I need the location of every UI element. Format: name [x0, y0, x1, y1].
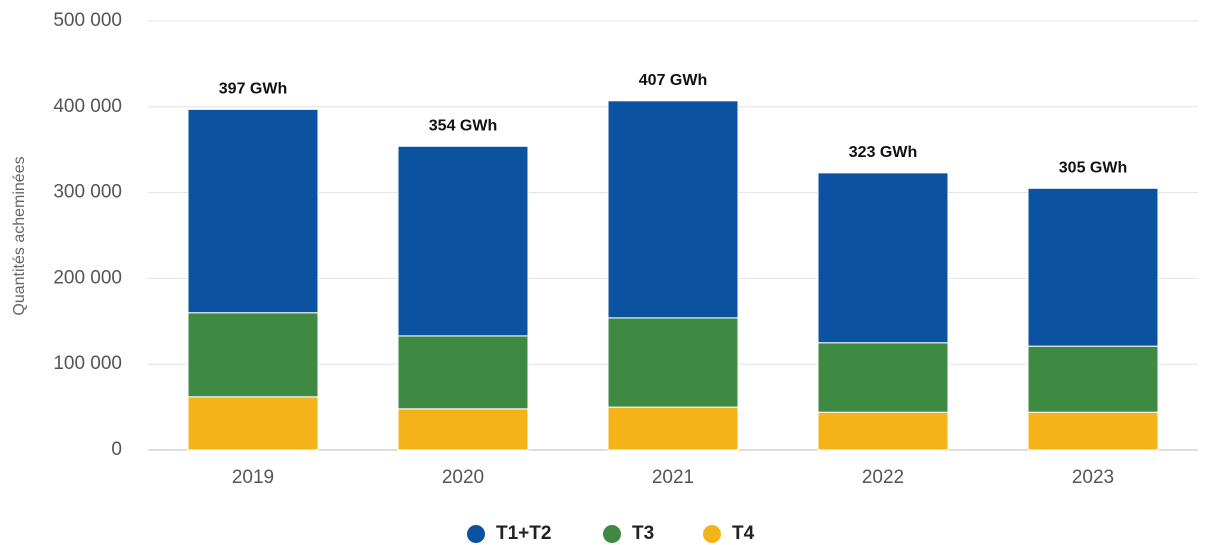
y-tick-label: 200 000: [53, 267, 122, 288]
bar-segment: [817, 172, 949, 344]
x-tick-label: 2023: [1072, 467, 1114, 488]
total-label: 305 GWh: [1059, 160, 1127, 177]
bar-segment: [607, 100, 739, 319]
bar-segment: [1027, 345, 1159, 413]
total-label: 323 GWh: [849, 144, 917, 161]
bar-segment: [817, 411, 949, 451]
bar-segment: [187, 312, 319, 398]
total-label: 354 GWh: [429, 117, 497, 134]
legend-marker: [467, 525, 485, 543]
bar-segment: [397, 335, 529, 410]
total-label: 397 GWh: [219, 81, 287, 98]
legend-label: T4: [732, 523, 755, 544]
bar-segment: [397, 145, 529, 337]
legend-marker: [603, 525, 621, 543]
bar-segment: [1027, 187, 1159, 347]
x-tick-label: 2020: [442, 467, 484, 488]
bar-segment: [607, 406, 739, 451]
y-tick-label: 300 000: [53, 182, 122, 203]
y-tick-label: 0: [111, 439, 122, 460]
bar-segment: [817, 342, 949, 413]
x-tick-label: 2021: [652, 467, 694, 488]
bar-segment: [397, 408, 529, 451]
x-tick-label: 2022: [862, 467, 904, 488]
bar-segment: [187, 108, 319, 314]
y-tick-label: 400 000: [53, 96, 122, 117]
legend-label: T3: [632, 523, 654, 544]
x-tick-label: 2019: [232, 467, 274, 488]
y-axis-title: Quantités acheminées: [11, 156, 28, 315]
legend-label: T1+T2: [496, 523, 551, 544]
legend-marker: [703, 525, 721, 543]
total-label: 407 GWh: [639, 72, 707, 89]
y-tick-label: 500 000: [53, 10, 122, 31]
y-tick-label: 100 000: [53, 353, 122, 374]
bar-segment: [187, 396, 319, 451]
bar-segment: [1027, 411, 1159, 451]
bar-segment: [607, 317, 739, 408]
